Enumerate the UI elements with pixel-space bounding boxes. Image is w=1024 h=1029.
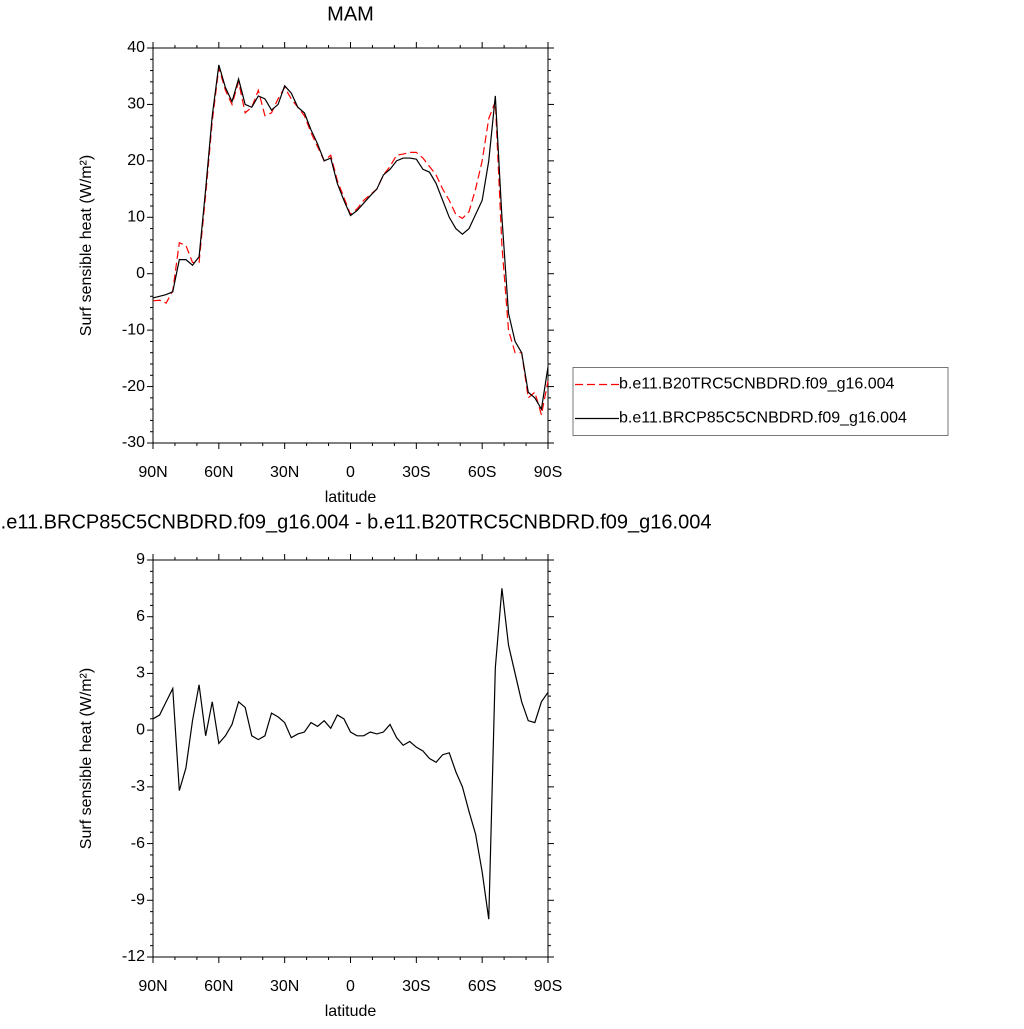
- x-axis-label: latitude: [325, 489, 377, 506]
- chart-title: MAM: [327, 3, 374, 25]
- x-tick-label: 90N: [138, 978, 167, 995]
- x-tick-label: 60N: [204, 464, 233, 481]
- y-tick-label: -10: [122, 321, 145, 338]
- legend-label: b.e11.B20TRC5CNBDRD.f09_g16.004: [619, 376, 895, 393]
- y-tick-label: 6: [136, 608, 145, 625]
- y-tick-label: 0: [136, 721, 145, 738]
- y-tick-label: 40: [127, 39, 145, 56]
- x-tick-label: 60S: [468, 464, 496, 481]
- x-tick-label: 90S: [534, 978, 562, 995]
- chart-title: b.e11.BRCP85C5CNBDRD.f09_g16.004 - b.e11…: [0, 511, 711, 533]
- y-tick-label: -30: [122, 434, 145, 451]
- y-axis-label: Surf sensible heat (W/m²): [78, 668, 95, 849]
- legend-box: [572, 367, 949, 436]
- y-tick-label: -20: [122, 378, 145, 395]
- y-tick-label: -12: [122, 948, 145, 965]
- x-axis-label: latitude: [325, 1003, 377, 1020]
- x-tick-label: 30N: [270, 464, 299, 481]
- y-tick-label: 30: [127, 96, 145, 113]
- legend-label: b.e11.BRCP85C5CNBDRD.f09_g16.004: [619, 410, 907, 427]
- plot-frame: [152, 47, 549, 444]
- y-tick-label: 10: [127, 209, 145, 226]
- x-tick-label: 30S: [402, 978, 430, 995]
- x-tick-label: 90N: [138, 464, 167, 481]
- x-tick-label: 60N: [204, 978, 233, 995]
- x-tick-label: 0: [346, 464, 355, 481]
- y-tick-label: 9: [136, 551, 145, 568]
- x-tick-label: 90S: [534, 464, 562, 481]
- y-axis-label: Surf sensible heat (W/m²): [78, 155, 95, 336]
- y-tick-label: -9: [131, 892, 145, 909]
- y-tick-label: 3: [136, 665, 145, 682]
- y-tick-label: 20: [127, 152, 145, 169]
- x-tick-label: 60S: [468, 978, 496, 995]
- data-line: [152, 64, 549, 411]
- x-tick-label: 30S: [402, 464, 430, 481]
- data-line: [152, 588, 549, 920]
- x-tick-label: 30N: [270, 978, 299, 995]
- y-tick-label: -6: [131, 835, 145, 852]
- y-tick-label: 0: [136, 265, 145, 282]
- x-tick-label: 0: [346, 978, 355, 995]
- y-tick-label: -3: [131, 778, 145, 795]
